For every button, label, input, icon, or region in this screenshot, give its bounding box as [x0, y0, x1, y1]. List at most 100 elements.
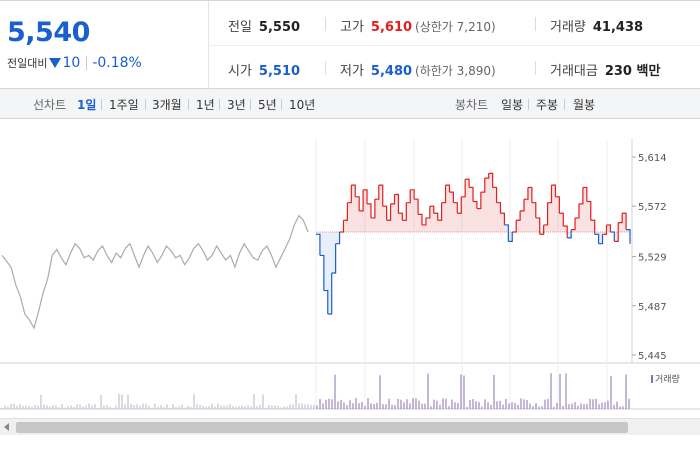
today-area-segment	[351, 185, 356, 232]
today-area-segment	[508, 231, 513, 242]
today-area-segment	[402, 202, 407, 232]
today-area-segment	[524, 187, 528, 232]
today-area-segment	[331, 231, 336, 273]
today-line-segment	[480, 178, 486, 193]
tab-5y[interactable]: 5년	[258, 98, 277, 112]
price-chart: 5,614 5,572 5,529 5,487 5,445 거래량	[0, 139, 700, 410]
today-line-segment	[575, 203, 580, 219]
chart-grid	[0, 139, 700, 410]
y-tick-label: 5,572	[638, 202, 667, 213]
stat-value: 5,510	[258, 64, 301, 79]
scroll-thumb[interactable]	[16, 422, 628, 433]
today-line-segment	[524, 187, 529, 200]
tab-10y[interactable]: 10년	[289, 98, 316, 112]
today-area-segment	[378, 185, 383, 232]
today-line-segment	[363, 189, 368, 204]
today-area-segment	[571, 217, 576, 232]
today-area-segment	[433, 213, 438, 232]
chart-scrollbar[interactable]	[0, 418, 700, 435]
today-line-segment	[367, 203, 372, 218]
today-area-segment	[516, 210, 521, 232]
today-line-segment	[551, 184, 557, 197]
today-line-segment	[465, 178, 470, 188]
today-area-segment	[543, 202, 548, 232]
today-line-segment	[351, 184, 356, 197]
stat-volume: 거래량 41,438	[550, 16, 643, 35]
today-line-segment	[449, 191, 454, 203]
stat-label: 거래대금	[550, 64, 598, 79]
today-line-segment	[374, 185, 380, 200]
today-line-segment	[512, 220, 517, 233]
today-line-segment	[484, 173, 490, 179]
today-line-segment	[339, 220, 345, 233]
today-area-segment	[606, 224, 611, 232]
today-line-segment	[500, 212, 505, 225]
today-area-segment	[547, 185, 552, 232]
today-area-segment	[425, 206, 430, 232]
today-area-segment	[355, 196, 360, 232]
today-area-segment	[622, 213, 627, 232]
today-line-segment	[316, 233, 321, 256]
divider	[145, 99, 146, 110]
scroll-left-icon[interactable]	[4, 423, 9, 431]
change-amount: 10	[62, 55, 81, 71]
change-rate: -0.18%	[92, 55, 142, 71]
volume-legend-swatch	[651, 375, 653, 383]
tab-daily[interactable]: 일봉	[501, 98, 524, 112]
today-area-segment	[418, 214, 422, 232]
stat-value: 41,438	[592, 20, 644, 35]
today-area-segment	[476, 192, 481, 232]
today-line-segment	[539, 224, 545, 235]
volume-legend: 거래량	[655, 373, 680, 385]
today-area-segment	[367, 203, 371, 232]
today-area-segment	[469, 187, 473, 232]
today-line-segment	[390, 194, 396, 205]
prev-day-series	[1, 214, 309, 330]
today-line-segment	[606, 224, 611, 232]
today-area-segment	[555, 196, 560, 232]
divider	[188, 99, 189, 110]
today-line-segment	[602, 224, 608, 235]
today-line-segment	[319, 254, 325, 291]
tab-3m[interactable]: 3개월	[152, 98, 182, 112]
today-area-segment	[492, 187, 497, 232]
today-line-segment	[331, 243, 337, 274]
tab-monthly[interactable]: 월봉	[573, 98, 596, 112]
line-chart-label: 선차트	[33, 98, 67, 112]
today-line-segment	[555, 196, 560, 214]
today-series	[316, 172, 631, 315]
today-area-segment	[473, 201, 477, 232]
today-line-segment	[323, 289, 329, 314]
divider	[325, 17, 326, 31]
today-line-segment	[457, 196, 462, 214]
down-arrow-icon	[49, 58, 62, 68]
divider	[250, 99, 251, 110]
today-area-segment	[363, 189, 368, 232]
today-line-segment	[441, 185, 447, 204]
today-line-segment	[618, 213, 623, 224]
tab-weekly[interactable]: 주봉	[536, 98, 559, 112]
today-area-segment	[582, 187, 587, 232]
today-line-segment	[473, 200, 478, 209]
today-area-segment	[319, 231, 324, 291]
today-line-segment	[559, 212, 564, 227]
divider	[535, 17, 536, 31]
stat-label: 전일	[228, 20, 252, 35]
tab-3y[interactable]: 3년	[227, 98, 246, 112]
today-area-segment	[465, 179, 470, 232]
lower-limit: (하한가 3,890)	[415, 64, 496, 78]
tab-1d[interactable]: 1일	[77, 98, 97, 112]
today-area-segment	[335, 231, 340, 244]
tab-1w[interactable]: 1주일	[109, 98, 139, 112]
today-line-segment	[610, 231, 615, 242]
divider	[528, 99, 529, 110]
divider	[564, 99, 565, 110]
today-line-segment	[535, 217, 541, 235]
tab-1y[interactable]: 1년	[196, 98, 215, 112]
today-line-segment	[370, 199, 376, 219]
today-line-segment	[594, 233, 600, 244]
today-area-segment	[374, 185, 379, 232]
upper-limit: (상한가 7,210)	[415, 20, 496, 34]
today-area-segment	[398, 213, 403, 232]
divider	[86, 56, 88, 70]
